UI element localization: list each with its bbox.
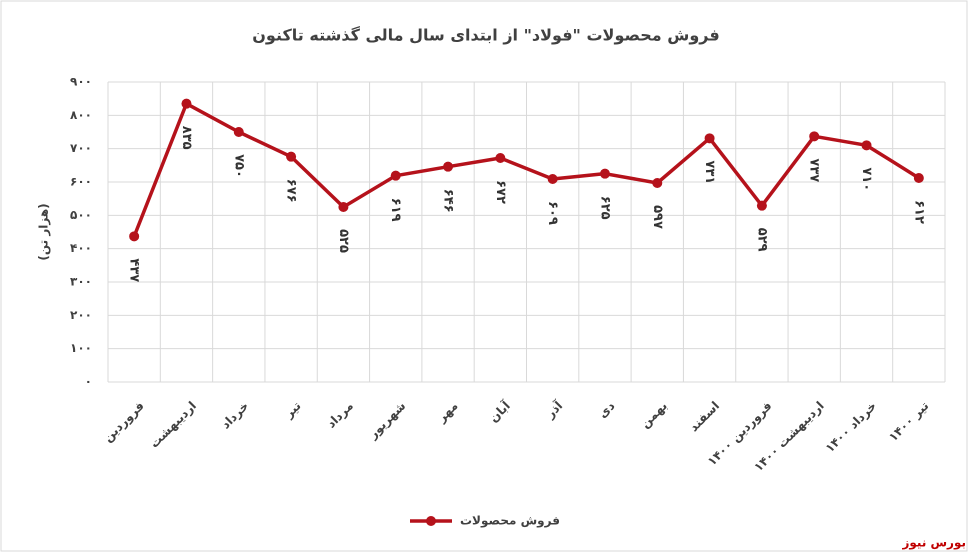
- data-point: [913, 173, 924, 183]
- y-axis-label: (هزار تن): [37, 203, 51, 260]
- y-tick-label: ۰: [85, 375, 92, 389]
- data-label: ۸۳۵: [179, 126, 194, 150]
- data-label: ۴۳۷: [127, 258, 142, 282]
- data-point: [233, 127, 244, 137]
- y-tick-label: ۷۰۰: [70, 141, 92, 155]
- data-label: ۶۱۹: [388, 198, 403, 222]
- y-tick-label: ۱۰۰: [70, 341, 92, 355]
- data-label: ۶۰۹: [545, 201, 560, 225]
- data-point: [809, 131, 820, 142]
- data-point: [390, 170, 401, 181]
- data-point: [495, 153, 506, 163]
- data-label: ۶۷۲: [493, 180, 508, 204]
- data-label: ۶۴۶: [441, 189, 456, 213]
- data-point: [861, 140, 872, 151]
- data-point: [443, 161, 454, 172]
- data-label: ۷۳۱: [702, 160, 717, 184]
- legend-marker: [426, 516, 436, 526]
- data-label: ۶۲۵: [597, 196, 612, 220]
- y-tick-label: ۳۰۰: [70, 275, 92, 289]
- data-point: [756, 200, 767, 211]
- data-label: ۵۲۹: [754, 228, 769, 252]
- data-point: [599, 168, 610, 179]
- data-point: [704, 133, 715, 144]
- y-tick-label: ۵۰۰: [70, 208, 92, 222]
- data-point: [286, 151, 297, 162]
- data-label: ۷۵۰: [231, 154, 246, 178]
- data-point: [338, 202, 349, 212]
- y-tick-label: ۸۰۰: [70, 108, 92, 122]
- data-label: ۷۳۷: [807, 158, 822, 182]
- y-tick-label: ۴۰۰: [70, 241, 92, 255]
- data-label: ۷۱۰: [859, 167, 874, 191]
- data-label: ۵۲۵: [336, 229, 351, 253]
- data-point: [547, 174, 558, 184]
- source: بورس نیوز: [901, 536, 966, 551]
- data-point: [652, 178, 663, 188]
- y-tick-label: ۶۰۰: [70, 175, 92, 189]
- y-tick-label: ۲۰۰: [70, 308, 92, 322]
- series-line: [132, 101, 920, 237]
- data-point: [181, 98, 192, 109]
- chart-title: فروش محصولات "فولاد" از ابتدای سال مالی …: [252, 26, 719, 45]
- legend-label: فروش محصولات: [460, 514, 560, 529]
- data-label: ۶۷۶: [284, 179, 299, 203]
- data-point: [129, 231, 140, 242]
- y-tick-label: ۹۰۰: [70, 75, 92, 89]
- data-label: ۵۹۷: [650, 205, 665, 229]
- data-label: ۶۱۲: [911, 200, 926, 224]
